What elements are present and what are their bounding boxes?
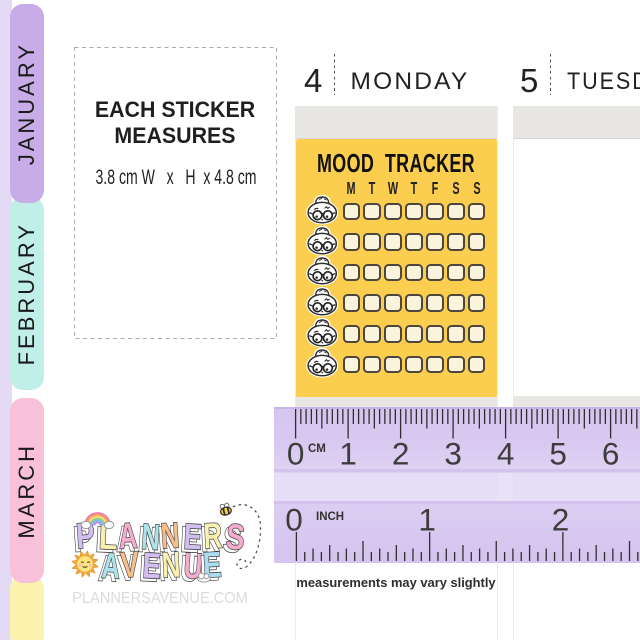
svg-text:1: 1 bbox=[339, 435, 357, 471]
svg-text:CM: CM bbox=[308, 443, 326, 455]
svg-text:V: V bbox=[116, 546, 137, 588]
svg-text:4: 4 bbox=[496, 435, 514, 471]
svg-text:A: A bbox=[118, 515, 139, 557]
svg-text:INCH: INCH bbox=[316, 511, 344, 523]
svg-text:3: 3 bbox=[444, 435, 462, 471]
svg-text:N: N bbox=[140, 516, 161, 558]
svg-text:E: E bbox=[142, 545, 163, 587]
svg-text:R: R bbox=[200, 518, 221, 560]
svg-text:E: E bbox=[183, 516, 204, 558]
svg-text:N: N bbox=[157, 517, 178, 559]
svg-text:E: E bbox=[138, 547, 159, 589]
svg-text:R: R bbox=[202, 515, 223, 557]
svg-text:0: 0 bbox=[285, 501, 303, 537]
svg-text:N: N bbox=[159, 514, 180, 556]
svg-text:6: 6 bbox=[601, 435, 619, 471]
svg-text:N: N bbox=[161, 544, 182, 586]
svg-text:V: V bbox=[119, 543, 140, 585]
svg-text:A: A bbox=[101, 545, 122, 587]
svg-text:U: U bbox=[179, 547, 200, 589]
svg-text:A: A bbox=[97, 547, 118, 589]
svg-text:2: 2 bbox=[551, 501, 569, 537]
svg-text:0: 0 bbox=[286, 435, 304, 471]
svg-text:A: A bbox=[115, 518, 136, 560]
svg-text:E: E bbox=[179, 518, 200, 560]
svg-text:S: S bbox=[222, 518, 243, 560]
svg-text:N: N bbox=[158, 547, 179, 589]
svg-text:2: 2 bbox=[391, 435, 409, 471]
svg-text:N: N bbox=[137, 518, 158, 560]
svg-text:1: 1 bbox=[418, 501, 436, 537]
svg-text:5: 5 bbox=[549, 435, 567, 471]
svg-text:S: S bbox=[225, 516, 246, 558]
